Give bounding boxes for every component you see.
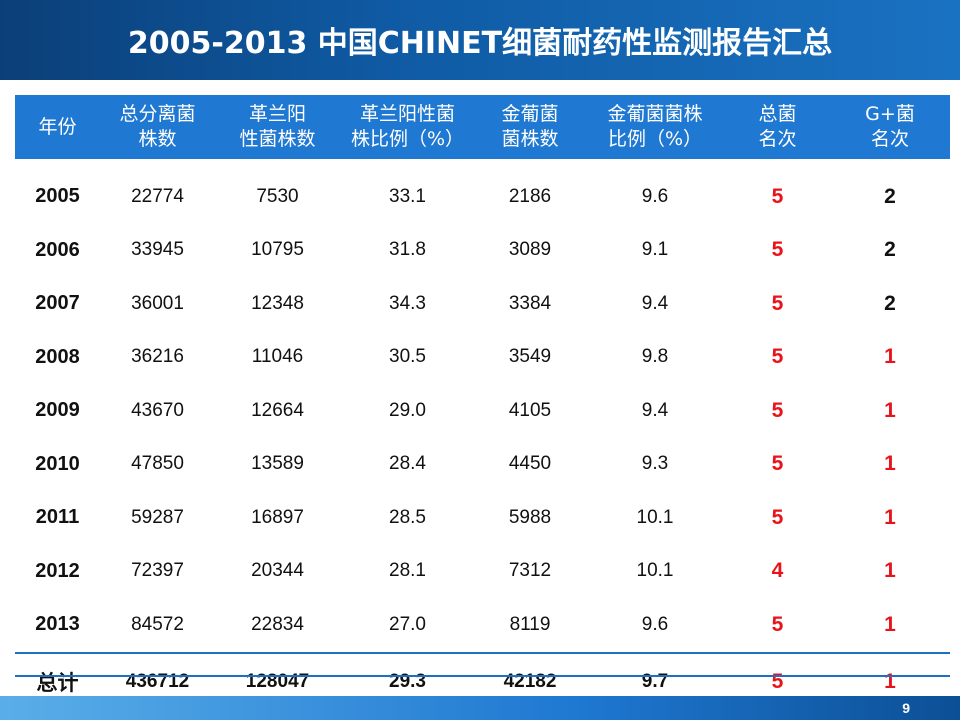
gplus-rank-cell: 1 bbox=[884, 612, 896, 636]
gram-positive-ratio-cell: 31.8 bbox=[389, 239, 426, 261]
table-bottom-rule bbox=[15, 675, 950, 677]
gram-positive-count-cell: 12664 bbox=[251, 399, 304, 421]
overall-rank-cell: 5 bbox=[771, 291, 784, 315]
gplus-rank-cell: 1 bbox=[884, 452, 896, 476]
header-row: 年份 总分离菌 株数 革兰阳 性菌株数 革兰阳性菌 株比例（%） 金葡菌 菌株数 金葡菌… bbox=[15, 95, 950, 159]
gram-positive-count-cell: 13589 bbox=[251, 453, 304, 475]
header-saureus-count: 金葡菌 菌株数 bbox=[475, 95, 585, 159]
total-isolates-cell: 84572 bbox=[131, 613, 184, 635]
year-cell: 2013 bbox=[35, 613, 80, 636]
gram-positive-count-cell: 10795 bbox=[251, 239, 304, 261]
gplus-rank-cell: 1 bbox=[884, 559, 896, 583]
gplus-rank-cell: 1 bbox=[884, 345, 896, 369]
total-isolates-cell: 47850 bbox=[131, 453, 184, 475]
footer-bar bbox=[0, 696, 960, 720]
table-row: 2007 36001 12348 34.3 3384 9.4 5 2 bbox=[15, 277, 950, 331]
gram-positive-ratio-cell: 29.0 bbox=[389, 399, 426, 421]
table-row: 2010 47850 13589 28.4 4450 9.3 5 1 bbox=[15, 438, 950, 492]
total-isolates-cell: 36216 bbox=[131, 346, 184, 368]
gram-positive-count-cell: 22834 bbox=[251, 613, 304, 635]
saureus-count-cell: 3384 bbox=[508, 292, 552, 314]
year-cell: 2007 bbox=[35, 292, 80, 315]
saureus-ratio-cell: 9.4 bbox=[641, 399, 669, 421]
gram-positive-ratio-cell: 30.5 bbox=[389, 346, 426, 368]
overall-rank-cell: 5 bbox=[771, 505, 784, 529]
table-row: 2005 22774 7530 33.1 2186 9.6 5 2 bbox=[15, 159, 950, 224]
year-cell: 2011 bbox=[35, 506, 80, 529]
saureus-ratio-cell: 9.6 bbox=[641, 185, 669, 207]
total-isolates-cell: 33945 bbox=[131, 239, 184, 261]
gram-positive-count-cell: 11046 bbox=[251, 346, 304, 368]
table-row: 2008 36216 11046 30.5 3549 9.8 5 1 bbox=[15, 331, 950, 385]
gram-positive-ratio-cell: 28.1 bbox=[389, 560, 426, 582]
gplus-rank-cell: 2 bbox=[884, 184, 896, 208]
total-isolates-cell: 72397 bbox=[131, 560, 184, 582]
year-cell: 2012 bbox=[35, 559, 80, 582]
year-cell: 2008 bbox=[35, 345, 80, 368]
page-number: 9 bbox=[902, 700, 910, 716]
total-isolates-cell: 43670 bbox=[131, 399, 184, 421]
gplus-rank-cell: 1 bbox=[884, 505, 896, 529]
gram-positive-count-cell: 12348 bbox=[251, 292, 304, 314]
gram-positive-ratio-cell: 33.1 bbox=[389, 185, 426, 207]
overall-rank-cell: 5 bbox=[771, 238, 784, 262]
saureus-count-cell: 7312 bbox=[508, 560, 552, 582]
header-total-isolates: 总分离菌 株数 bbox=[100, 95, 215, 159]
overall-rank-cell: 5 bbox=[771, 345, 784, 369]
saureus-ratio-cell: 9.6 bbox=[641, 613, 669, 635]
saureus-count-cell: 3549 bbox=[508, 346, 552, 368]
saureus-count-cell: 5988 bbox=[508, 506, 552, 528]
saureus-count-cell: 4105 bbox=[508, 399, 552, 421]
table-row: 2012 72397 20344 28.1 7312 10.1 4 1 bbox=[15, 545, 950, 599]
gplus-rank-cell: 2 bbox=[884, 291, 896, 315]
header-gram-positive-count: 革兰阳 性菌株数 bbox=[215, 95, 340, 159]
total-isolates-cell: 36001 bbox=[131, 292, 184, 314]
total-isolates-cell: 59287 bbox=[131, 506, 184, 528]
saureus-ratio-cell: 9.1 bbox=[641, 239, 669, 261]
header-year: 年份 bbox=[15, 95, 100, 159]
gram-positive-ratio-cell: 34.3 bbox=[389, 292, 426, 314]
gram-positive-ratio-cell: 27.0 bbox=[389, 613, 426, 635]
year-cell: 2009 bbox=[35, 399, 80, 422]
header-gram-positive-ratio: 革兰阳性菌 株比例（%） bbox=[340, 95, 475, 159]
gram-positive-count-cell: 20344 bbox=[251, 560, 304, 582]
table-body: 2005 22774 7530 33.1 2186 9.6 5 2 2006 33945 10795… bbox=[15, 159, 950, 710]
gram-positive-ratio-cell: 28.5 bbox=[389, 506, 426, 528]
saureus-count-cell: 8119 bbox=[509, 613, 551, 635]
saureus-ratio-cell: 9.3 bbox=[641, 453, 669, 475]
overall-rank-cell: 5 bbox=[771, 184, 784, 208]
saureus-ratio-cell: 9.8 bbox=[641, 346, 669, 368]
overall-rank-cell: 5 bbox=[771, 452, 784, 476]
header-overall-rank: 总菌 名次 bbox=[725, 95, 830, 159]
gplus-rank-cell: 1 bbox=[884, 398, 896, 422]
saureus-ratio-cell: 10.1 bbox=[636, 560, 674, 582]
year-cell: 2010 bbox=[35, 452, 80, 475]
saureus-count-cell: 3089 bbox=[508, 239, 552, 261]
total-isolates-cell: 22774 bbox=[131, 185, 184, 207]
year-cell: 2005 bbox=[35, 185, 80, 208]
overall-rank-cell: 4 bbox=[771, 559, 784, 583]
table-row: 2006 33945 10795 31.8 3089 9.1 5 2 bbox=[15, 224, 950, 278]
saureus-ratio-cell: 10.1 bbox=[636, 506, 674, 528]
gplus-rank-cell: 2 bbox=[884, 238, 896, 262]
table-row: 2009 43670 12664 29.0 4105 9.4 5 1 bbox=[15, 384, 950, 438]
header-saureus-ratio: 金葡菌菌株 比例（%） bbox=[585, 95, 725, 159]
gram-positive-count-cell: 16897 bbox=[251, 506, 304, 528]
header-gplus-rank: G+菌 名次 bbox=[830, 95, 950, 159]
saureus-count-cell: 2186 bbox=[508, 185, 552, 207]
gram-positive-ratio-cell: 28.4 bbox=[389, 453, 426, 475]
overall-rank-cell: 5 bbox=[771, 398, 784, 422]
table-row: 2013 84572 22834 27.0 8119 9.6 5 1 bbox=[15, 598, 950, 653]
saureus-ratio-cell: 9.4 bbox=[641, 292, 669, 314]
gram-positive-count-cell: 7530 bbox=[256, 185, 299, 207]
year-cell: 2006 bbox=[35, 238, 80, 261]
summary-table-container: 年份 总分离菌 株数 革兰阳 性菌株数 革兰阳性菌 株比例（%） 金葡菌 菌株数 金葡菌… bbox=[15, 95, 950, 710]
saureus-count-cell: 4450 bbox=[508, 453, 552, 475]
overall-rank-cell: 5 bbox=[771, 612, 784, 636]
slide-title: 2005-2013 中国CHINET细菌耐药性监测报告汇总 bbox=[127, 26, 833, 61]
table-row: 2011 59287 16897 28.5 5988 10.1 5 1 bbox=[15, 491, 950, 545]
summary-table: 年份 总分离菌 株数 革兰阳 性菌株数 革兰阳性菌 株比例（%） 金葡菌 菌株数 金葡菌… bbox=[15, 95, 950, 710]
title-bar: 2005-2013 中国CHINET细菌耐药性监测报告汇总 bbox=[0, 0, 960, 80]
